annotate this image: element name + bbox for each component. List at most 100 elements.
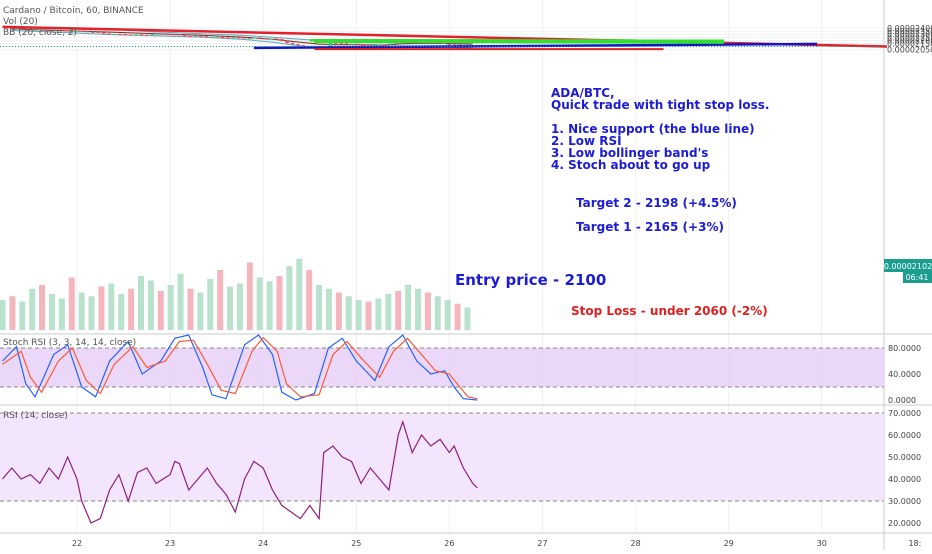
stoch-rsi-label: Stoch RSI (3, 3, 14, 14, close) [3,338,136,348]
candle-body [194,36,198,37]
candle-body [280,39,284,41]
volume-bar [316,285,322,330]
volume-bar [326,289,332,330]
volume-bar [98,287,104,331]
volume-bar [237,284,243,331]
rsi-panel[interactable] [0,413,884,523]
volume-bar [148,281,154,331]
volume-bar [0,300,6,330]
rsi-tick-label: 30.0000 [888,497,921,506]
candle-body [80,31,84,32]
rsi-tick-label: 40.0000 [888,475,921,484]
rsi-tick-label: 50.0000 [888,453,921,462]
candle-body [86,31,90,32]
candle-body [275,39,279,40]
volume-bar [59,299,65,331]
bollinger-label: BB (20, close, 2) [3,28,77,38]
candle-body [167,34,171,35]
volume-bar [306,270,312,330]
drawn-lines[interactable] [3,27,887,49]
current-price-value: 0.00002102 [884,262,932,271]
note-line: Quick trade with tight stop loss. [551,98,769,112]
price-axis[interactable]: 0.000024000.000023500.000023000.00002250… [887,24,932,55]
stoch-tick-label: 0.0000 [888,396,916,405]
target-2-label: Target 2 - 2198 (+4.5%) [576,196,737,210]
candle-body [237,37,241,38]
rsi-label: RSI (14, close) [3,411,68,421]
volume-bar [267,281,273,330]
volume-bar [69,278,75,331]
candle-body [123,34,127,35]
candle-body [140,34,144,35]
target-1-label: Target 1 - 2165 (+3%) [576,220,724,234]
green-lower[interactable] [314,42,724,43]
volume-bar [227,287,233,331]
volume-bar [435,296,441,330]
stoch-band-fill [0,348,884,387]
candle-body [253,38,257,39]
candle-body [377,44,381,45]
volume-bar [286,266,292,330]
volume-bar [178,274,184,330]
candle-body [102,32,106,33]
volume-label: Vol (20) [3,17,38,27]
trade-note: ADA/BTC, Quick trade with tight stop los… [551,86,769,172]
volume-bar [375,299,381,331]
time-tick-label: 28 [631,539,641,548]
rsi-axis[interactable]: 70.000060.000050.000040.000030.000020.00… [888,409,921,528]
candle-body [296,44,300,45]
rsi-tick-label: 60.0000 [888,431,921,440]
volume-bar [296,259,302,330]
volume-bar [89,296,95,330]
candle-body [329,43,333,47]
volume-bar [405,285,411,330]
candle-body [107,34,111,35]
current-price-tag[interactable]: 0.00002102 06:41 [884,259,932,283]
volume-bar [385,294,391,330]
candle-body [156,34,160,35]
note-line: 4. Stoch about to go up [551,158,711,172]
candle-body [383,44,387,45]
volume-bar [158,291,164,330]
volume-bar [247,263,253,331]
volume-bar [138,276,144,330]
volume-bar [49,294,55,330]
candle-body [226,38,230,39]
price-panel[interactable] [0,27,887,330]
volume-bar [395,291,401,330]
stoch-tick-label: 80.0000 [888,344,921,353]
candle-body [150,34,154,35]
volume-bar [207,279,213,330]
time-tick-label: 23 [165,539,175,548]
rsi-tick-label: 20.0000 [888,519,921,528]
candle-body [285,41,289,43]
volume-bar [445,300,451,330]
candle-body [129,35,133,36]
volume-bar [415,289,421,330]
candle-body [91,32,95,33]
candle-body [118,34,122,35]
candle-body [215,37,219,38]
candle-body [345,43,349,44]
volume-bar [128,289,134,330]
volume-bar [425,293,431,331]
time-tick-label: 22 [72,539,82,548]
candle-body [161,34,165,35]
entry-price-label: Entry price - 2100 [455,271,606,289]
candle-body [356,44,360,45]
volume-bar [455,304,461,330]
volume-bar [9,296,15,330]
volume-bar [464,308,470,331]
volume-bar [366,302,372,331]
time-tick-label: 29 [724,539,734,548]
candle-body [172,34,176,35]
stop-loss-label: Stop Loss - under 2060 (-2%) [571,304,768,318]
candle-body [183,35,187,36]
candle-body [388,44,392,45]
time-tick-label: 24 [258,539,268,548]
candle-body [350,44,354,45]
